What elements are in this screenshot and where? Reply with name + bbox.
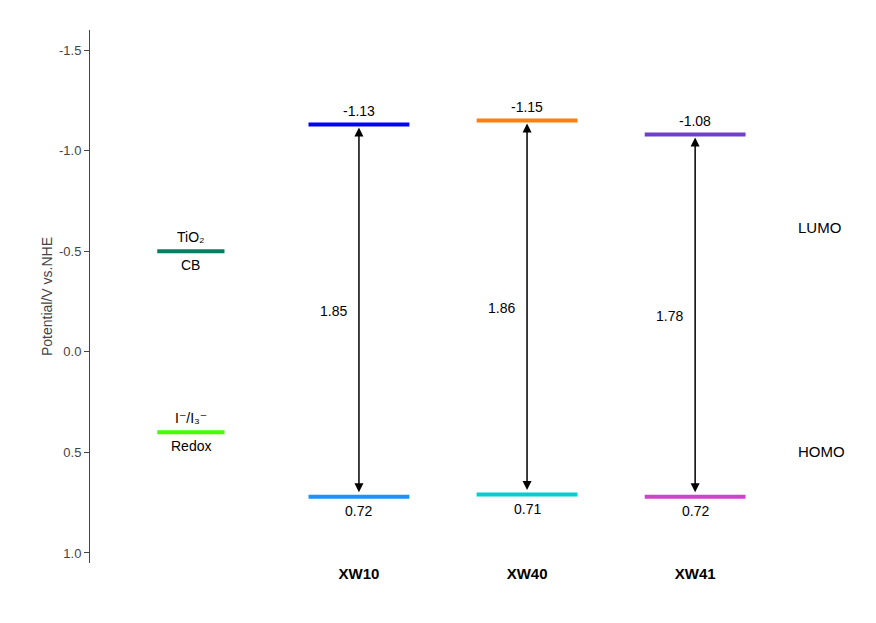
svg-text:1.0: 1.0 <box>63 545 81 560</box>
svg-text:-1.0: -1.0 <box>59 143 81 158</box>
svg-text:-0.5: -0.5 <box>59 244 81 259</box>
svg-text:LUMO: LUMO <box>798 219 841 236</box>
svg-text:HOMO: HOMO <box>798 443 845 460</box>
svg-text:-1.13: -1.13 <box>343 103 375 119</box>
svg-text:CB: CB <box>181 257 200 273</box>
svg-text:0.0: 0.0 <box>63 344 81 359</box>
svg-text:1.85: 1.85 <box>320 303 347 319</box>
svg-text:-1.08: -1.08 <box>679 113 711 129</box>
svg-text:XW40: XW40 <box>507 565 548 582</box>
svg-text:Redox: Redox <box>171 438 211 454</box>
svg-text:1.78: 1.78 <box>656 308 683 324</box>
svg-text:-1.15: -1.15 <box>511 99 543 115</box>
svg-text:Potential/V vs.NHE: Potential/V vs.NHE <box>39 237 55 356</box>
svg-text:XW10: XW10 <box>339 565 380 582</box>
svg-text:-1.5: -1.5 <box>59 43 81 58</box>
svg-text:I⁻/I₃⁻: I⁻/I₃⁻ <box>175 410 207 426</box>
svg-text:0.5: 0.5 <box>63 445 81 460</box>
svg-text:1.86: 1.86 <box>488 300 515 316</box>
svg-text:0.72: 0.72 <box>682 503 709 519</box>
svg-text:TiO₂: TiO₂ <box>177 229 204 245</box>
svg-text:XW41: XW41 <box>675 565 716 582</box>
svg-text:0.72: 0.72 <box>345 503 372 519</box>
svg-text:0.71: 0.71 <box>514 501 541 517</box>
